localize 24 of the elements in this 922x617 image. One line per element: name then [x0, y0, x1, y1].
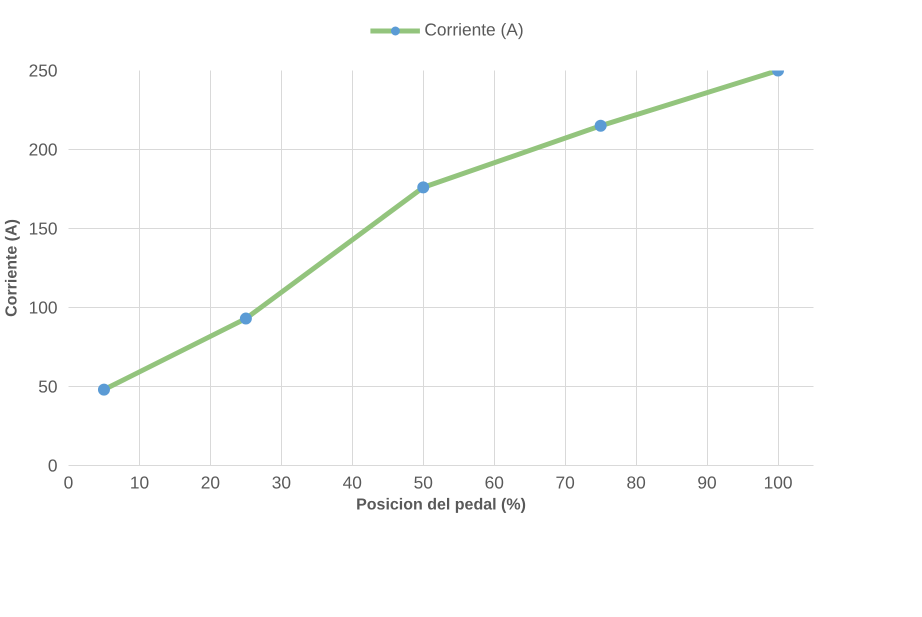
point [417, 181, 430, 194]
point [240, 312, 252, 325]
x-axis-title: Posicion del pedal (%) [356, 496, 526, 514]
x-tick-label: 100 [764, 472, 792, 492]
y-tick-label: 100 [28, 298, 58, 318]
y-tick-label: 150 [28, 218, 58, 238]
x-tick-label: 70 [556, 472, 575, 492]
x-tick-label: 90 [697, 472, 717, 492]
x-tick-label: 40 [342, 472, 362, 492]
x-tick-label: 80 [626, 472, 646, 492]
y-axis-title: Corriente (A) [4, 219, 21, 317]
x-tick-label: 50 [414, 472, 433, 492]
x-tick-label: 0 [64, 472, 74, 492]
legend-label: Corriente (A) [424, 20, 524, 40]
y-tick-label: 250 [28, 60, 58, 80]
x-tick-label: 30 [272, 472, 291, 492]
x-tick-label: 60 [484, 472, 504, 492]
point [98, 384, 110, 396]
x-tick-label: 10 [130, 472, 150, 492]
point [594, 120, 607, 132]
x-tick-label: 20 [200, 472, 220, 492]
y-tick-label: 0 [48, 456, 58, 476]
y-tick-label: 50 [38, 376, 58, 396]
y-tick-label: 200 [28, 140, 58, 160]
